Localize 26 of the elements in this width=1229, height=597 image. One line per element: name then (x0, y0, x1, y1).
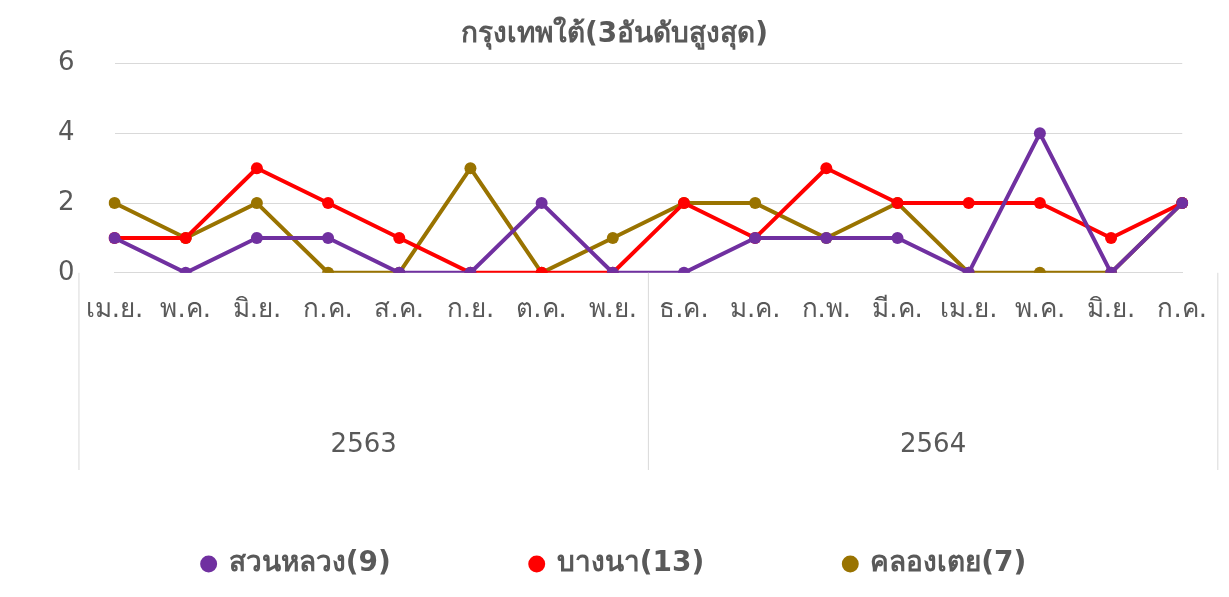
x-tick-label: ก.ค. (1157, 293, 1207, 324)
x-tick-label: ก.ย. (446, 293, 495, 324)
x-tick-label: เม.ย. (85, 293, 144, 324)
x-tick-label: พ.ย. (588, 293, 638, 324)
x-tick-label: พ.ค. (1014, 293, 1066, 324)
x-tick-label: ส.ค. (374, 293, 425, 324)
y-tick-label: 6 (58, 46, 75, 77)
x-tick-label: ต.ค. (516, 293, 567, 324)
legend-label: สวนหลวง(9) (228, 545, 391, 579)
x-tick-label: พ.ค. (160, 293, 211, 324)
x-tick-label: มิ.ย. (232, 293, 282, 324)
x-tick-label: ธ.ค. (659, 293, 709, 324)
x-tick-label: เม.ย. (939, 293, 998, 324)
y-tick-label: 0 (58, 255, 75, 286)
text: 2564 (900, 427, 967, 458)
x-tick-label: มี.ค. (872, 293, 923, 324)
legend-label: บางนา(13) (556, 545, 705, 579)
x-tick-label: ก.พ. (801, 293, 852, 324)
y-tick-label: 2 (58, 185, 75, 216)
x-tick-label: มิ.ย. (1086, 293, 1136, 324)
x-tick-label: ก.ค. (303, 293, 353, 324)
text: 2563 (330, 427, 397, 458)
y-tick-label: 4 (58, 116, 75, 147)
legend-label: คลองเตย(7) (870, 545, 1027, 579)
chart-title: กรุงเทพใต้(3อันดับสูงสุด) (460, 16, 769, 51)
x-tick-label: ม.ค. (729, 293, 781, 324)
